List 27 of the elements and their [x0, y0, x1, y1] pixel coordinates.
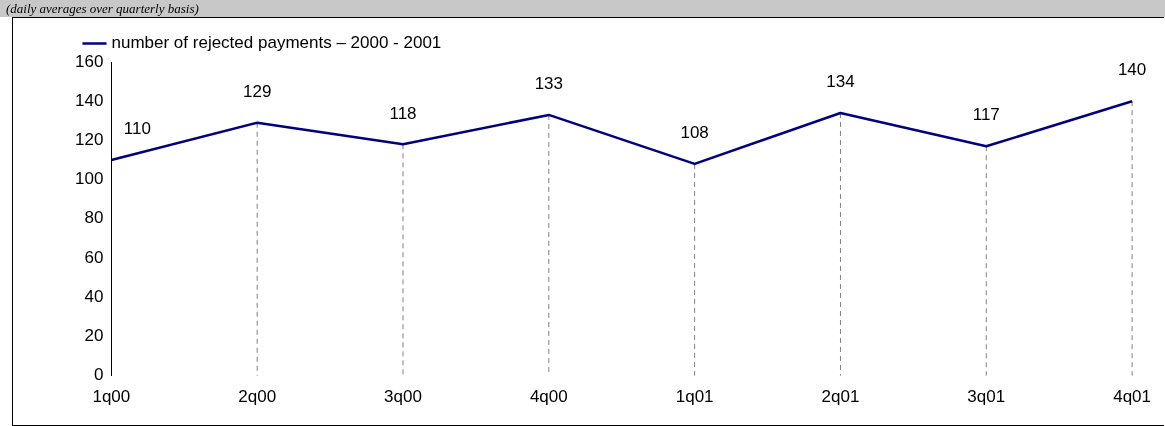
- data-label: 140: [1117, 60, 1147, 80]
- y-tick-label: 120: [74, 130, 104, 150]
- y-tick-label: 60: [84, 247, 104, 267]
- data-label: 108: [680, 123, 709, 143]
- y-tick-label: 140: [74, 90, 104, 110]
- data-label: 110: [123, 119, 151, 139]
- x-tick-label: 3q01: [967, 387, 1006, 407]
- y-tick-label: 20: [84, 326, 104, 346]
- data-label: 129: [242, 81, 272, 101]
- legend-label: number of rejected payments – 2000 - 2001: [111, 33, 442, 53]
- data-label: 117: [972, 105, 1000, 125]
- y-tick-label: 100: [74, 169, 104, 189]
- x-tick-label: 4q00: [529, 387, 568, 407]
- x-tick-label: 1q00: [92, 387, 131, 407]
- data-label: 134: [826, 72, 855, 92]
- x-tick-label: 1q01: [675, 387, 714, 407]
- data-label: 133: [534, 74, 564, 94]
- y-tick-label: 40: [84, 286, 104, 306]
- x-tick-label: 4q01: [1113, 387, 1151, 407]
- y-tick-label: 80: [84, 208, 104, 228]
- data-label: 118: [389, 103, 417, 123]
- x-tick-label: 2q00: [238, 387, 277, 407]
- chart-subtitle: (daily averages over quarterly basis): [0, 0, 1165, 17]
- y-tick-label: 160: [74, 51, 104, 71]
- x-tick-label: 3q00: [384, 387, 422, 407]
- y-tick-label: 0: [93, 365, 104, 385]
- x-tick-label: 2q01: [821, 387, 860, 407]
